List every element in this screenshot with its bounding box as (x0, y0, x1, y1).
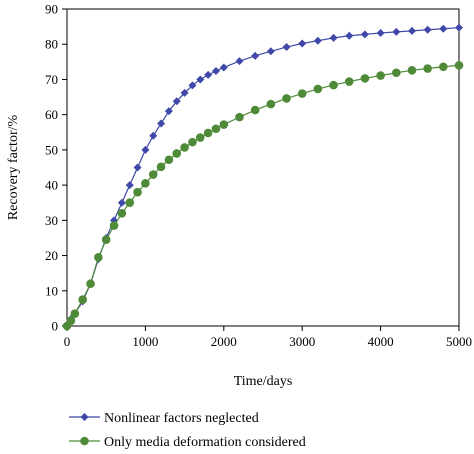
data-point (125, 198, 135, 208)
data-point (156, 162, 166, 172)
data-point (172, 97, 181, 106)
data-point (344, 77, 354, 86)
data-point (423, 64, 432, 73)
legend-marker-nonlinear-factors-neglected (80, 413, 89, 421)
x-axis-label: Time/days (234, 374, 293, 389)
data-point (180, 143, 189, 152)
data-point (360, 74, 370, 83)
x-tick-label: 2000 (211, 334, 237, 349)
y-tick-label: 20 (45, 248, 58, 263)
x-tick-label: 4000 (368, 334, 394, 349)
data-point (219, 63, 228, 72)
data-point (188, 137, 197, 147)
data-point (282, 94, 291, 103)
data-point (439, 62, 448, 72)
data-point (101, 235, 111, 245)
y-ticks: 0 10 20 30 40 50 60 70 80 90 (45, 2, 67, 334)
data-point (219, 120, 229, 129)
data-point (172, 149, 182, 158)
y-tick-label: 50 (45, 142, 58, 157)
y-tick-label: 60 (45, 107, 58, 122)
data-point (204, 70, 213, 79)
data-point (392, 27, 401, 36)
data-point (313, 84, 323, 94)
x-tick-label: 3000 (289, 334, 315, 349)
series-line-only-media-deformation-considered (66, 64, 460, 327)
data-point (157, 119, 166, 128)
data-point (329, 80, 338, 90)
data-point (235, 57, 244, 66)
data-point (188, 81, 197, 90)
legend-label-nonlinear-factors-neglected: Nonlinear factors neglected (104, 411, 259, 426)
data-point (298, 39, 307, 48)
data-point (266, 47, 275, 56)
x-ticks: 0 1000 2000 3000 4000 5000 (64, 326, 472, 349)
data-point (211, 124, 221, 134)
legend-marker-only-media-deformation-considered (80, 436, 89, 446)
x-tick-label: 1000 (132, 334, 158, 349)
data-point (423, 25, 432, 34)
data-point (391, 68, 401, 78)
data-point (149, 131, 158, 140)
data-point (455, 23, 463, 32)
data-point (109, 221, 119, 230)
series-layer (62, 23, 464, 331)
legend-label-only-media-deformation-considered: Only media deformation considered (104, 435, 306, 450)
data-point (360, 30, 369, 39)
data-point (117, 198, 126, 207)
series-only-media-deformation-considered (62, 61, 464, 331)
data-point (66, 316, 76, 326)
data-point (78, 295, 87, 304)
plot-frame (66, 8, 460, 327)
data-point (141, 145, 150, 154)
data-point (133, 187, 142, 197)
data-point (164, 155, 174, 165)
y-tick-label: 30 (45, 213, 58, 228)
data-point (164, 107, 173, 116)
y-tick-label: 90 (45, 2, 58, 17)
data-point (407, 26, 416, 35)
data-point (439, 24, 448, 33)
data-point (313, 36, 322, 45)
data-point (235, 112, 244, 122)
data-point (250, 105, 260, 115)
data-point (266, 99, 276, 109)
data-point (407, 65, 417, 75)
data-point (117, 208, 127, 218)
y-tick-label: 70 (45, 72, 58, 87)
data-point (196, 75, 205, 84)
data-point (70, 309, 80, 318)
data-point (282, 43, 291, 52)
series-nonlinear-factors-neglected (63, 23, 463, 330)
data-point (211, 66, 220, 75)
data-point (376, 71, 385, 80)
plot-area-border (66, 8, 460, 327)
data-point (376, 28, 385, 37)
data-point (454, 61, 464, 70)
y-axis-label: Recovery factor/% (6, 114, 21, 220)
data-point (86, 279, 95, 289)
data-point (148, 170, 158, 179)
data-point (251, 51, 260, 60)
data-point (94, 253, 103, 262)
y-tick-label: 40 (45, 178, 58, 193)
data-point (195, 133, 205, 142)
x-tick-label: 0 (64, 334, 71, 349)
data-point (180, 88, 189, 97)
data-point (297, 89, 307, 98)
y-tick-label: 10 (45, 283, 58, 298)
data-point (345, 31, 354, 40)
data-point (203, 128, 213, 138)
legend: Nonlinear factors neglected Only media d… (69, 411, 306, 450)
y-tick-label: 0 (52, 319, 59, 334)
y-tick-label: 80 (45, 37, 58, 52)
data-point (125, 181, 134, 190)
data-point (133, 163, 142, 172)
data-point (329, 33, 338, 42)
x-tick-label: 5000 (446, 334, 472, 349)
data-point (141, 179, 150, 188)
